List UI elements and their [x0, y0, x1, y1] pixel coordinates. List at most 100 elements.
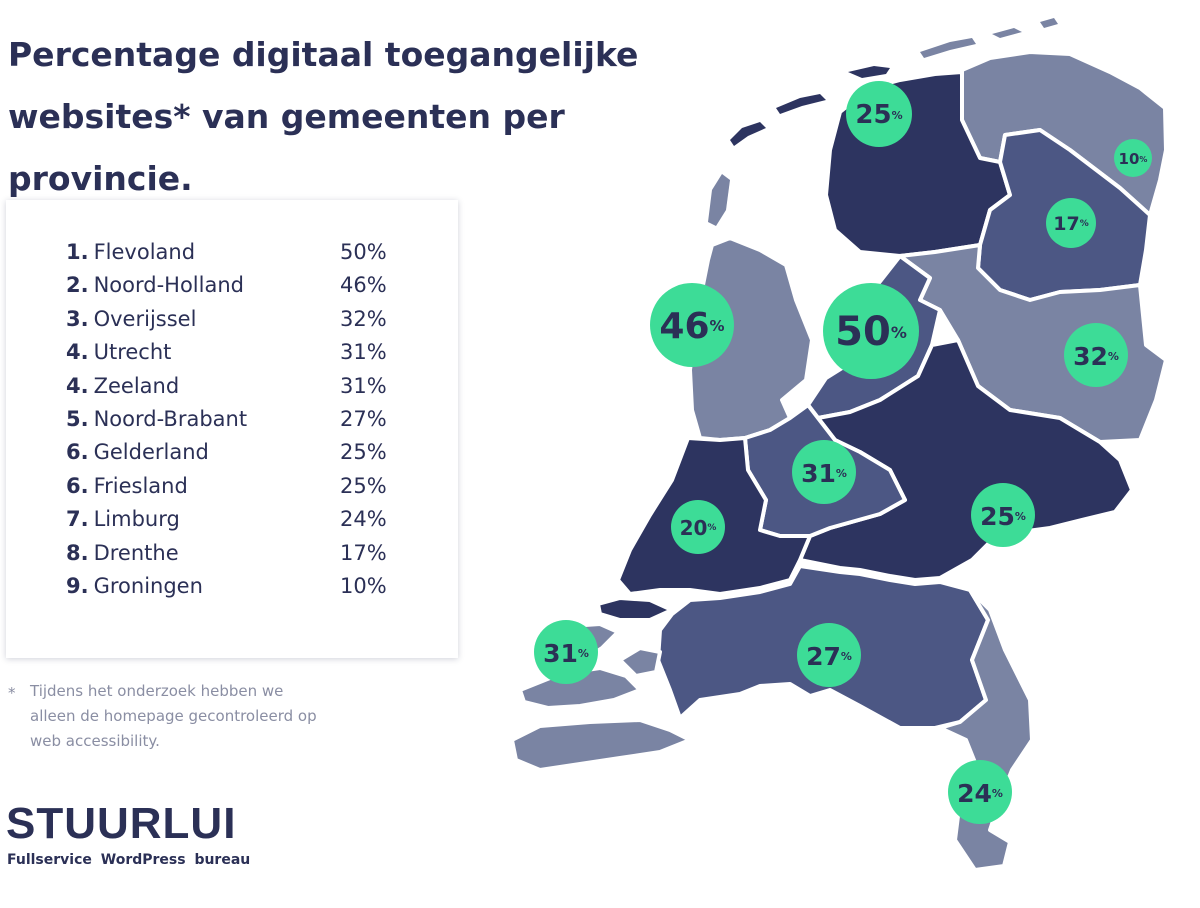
ranking-card: 1. Flevoland 50% 2. Noord-Holland 46% 3. Over… — [6, 200, 458, 658]
rank-number: 4. — [66, 340, 89, 365]
province-percentage: 31% — [340, 340, 387, 365]
ranking-row: 5. Noord-Brabant 27% — [66, 403, 426, 436]
rank-number: 1. — [66, 240, 89, 264]
map-label-flevoland: 50% — [823, 283, 919, 379]
svg-text:24%: 24% — [957, 779, 1003, 808]
map-unit: % — [1080, 219, 1089, 229]
province-zuid-holland-island — [596, 596, 674, 622]
ranking-row: 2. Noord-Holland 46% — [66, 269, 426, 302]
map-value: 25 — [855, 100, 891, 130]
svg-text:31%: 31% — [543, 639, 589, 668]
map-label-overijssel: 32% — [1064, 323, 1128, 387]
province-name: Limburg — [93, 507, 180, 532]
map-unit: % — [1015, 510, 1026, 523]
map-unit: % — [707, 523, 716, 533]
province-name: Groningen — [93, 573, 203, 598]
wadden-island-terschelling — [776, 94, 826, 114]
percentage-bubble — [534, 620, 598, 684]
svg-text:50%: 50% — [835, 309, 907, 355]
province-percentage: 46% — [340, 273, 387, 298]
map-value: 25 — [980, 502, 1015, 531]
page-title: Percentage digitaal toegangelijke websit… — [8, 35, 639, 198]
ranking-row: 4. Utrecht 31% — [66, 336, 426, 369]
rank-number: 7. — [66, 507, 89, 532]
map-unit: % — [891, 323, 907, 342]
wadden-island-rottumerplaat — [1040, 18, 1058, 28]
map-value: 32 — [1073, 342, 1108, 371]
footnote: * Tijdens het onderzoek hebben we alleen… — [8, 679, 328, 754]
netherlands-map: 25% 10% 17% 46% 50% 32% 31% 20% 25% 31% … — [510, 18, 1168, 872]
province-name: Noord-Brabant — [93, 406, 248, 431]
map-unit: % — [992, 787, 1003, 800]
percentage-bubble — [792, 440, 856, 504]
svg-text:27%: 27% — [806, 642, 852, 671]
province-percentage: 17% — [340, 540, 387, 565]
ranking-row: 4. Zeeland 31% — [66, 370, 426, 403]
ranking-row: 3. Overijssel 32% — [66, 303, 426, 336]
rank-number: 6. — [66, 440, 89, 465]
province-zeeland-flanders — [510, 718, 692, 772]
map-unit: % — [578, 647, 589, 660]
map-unit: % — [892, 109, 903, 122]
stuurlui-logo: STUURLUI — [6, 799, 237, 848]
svg-text:25%: 25% — [855, 100, 902, 130]
svg-text:10%: 10% — [1119, 150, 1148, 168]
map-label-limburg: 24% — [948, 760, 1012, 824]
province-name: Zeeland — [93, 373, 180, 398]
wadden-island-rottumeroog — [992, 28, 1022, 38]
province-percentage: 27% — [340, 406, 387, 431]
brand-tagline: Fullservice WordPress bureau — [7, 852, 251, 868]
svg-text:46%: 46% — [659, 306, 724, 347]
province-name: Noord-Holland — [93, 273, 244, 298]
map-label-noord-brabant: 27% — [797, 623, 861, 687]
percentage-bubble — [823, 283, 919, 379]
wadden-island-schiermonnikoog — [920, 38, 976, 58]
province-zeeland-tholen — [618, 646, 662, 678]
svg-text:32%: 32% — [1073, 342, 1119, 371]
province-percentage: 24% — [340, 507, 387, 532]
percentage-bubble — [846, 81, 912, 147]
map-label-noord-holland: 46% — [650, 283, 734, 367]
ranking-row: 9. Groningen 10% — [66, 570, 426, 603]
province-name: Drenthe — [93, 540, 179, 565]
map-label-zuid-holland: 20% — [671, 500, 725, 554]
percentage-bubble — [948, 760, 1012, 824]
map-value: 17 — [1053, 213, 1079, 235]
wadden-island-ameland — [848, 66, 890, 78]
map-value: 10 — [1119, 150, 1140, 168]
ranking-row: 7. Limburg 24% — [66, 503, 426, 536]
rank-number: 9. — [66, 573, 89, 598]
map-unit: % — [836, 467, 847, 480]
percentage-bubble — [1064, 323, 1128, 387]
wadden-island-texel — [708, 174, 730, 226]
map-unit: % — [1139, 155, 1147, 164]
map-unit: % — [710, 317, 725, 335]
percentage-bubble — [671, 500, 725, 554]
province-name: Friesland — [93, 473, 188, 498]
percentage-bubble — [797, 623, 861, 687]
province-percentage: 31% — [340, 373, 387, 398]
svg-text:20%: 20% — [680, 516, 717, 540]
svg-text:17%: 17% — [1053, 213, 1088, 235]
map-unit: % — [1108, 350, 1119, 363]
province-percentage: 50% — [340, 240, 387, 264]
footnote-text: Tijdens het onderzoek hebben we alleen d… — [30, 682, 317, 750]
province-percentage: 10% — [340, 573, 387, 598]
province-name: Gelderland — [93, 440, 209, 465]
map-value: 31 — [801, 459, 836, 488]
rank-number: 4. — [66, 373, 89, 398]
map-label-gelderland: 25% — [971, 483, 1035, 547]
map-unit: % — [841, 650, 852, 663]
percentage-bubble — [1114, 139, 1152, 177]
province-percentage: 25% — [340, 473, 387, 498]
map-value: 24 — [957, 779, 992, 808]
map-value: 50 — [835, 309, 891, 355]
ranking-row: 1. Flevoland 50% — [66, 236, 426, 269]
map-value: 27 — [806, 642, 841, 671]
province-overijssel — [898, 243, 1168, 444]
rank-number: 2. — [66, 273, 89, 298]
svg-text:31%: 31% — [801, 459, 847, 488]
map-label-groningen: 10% — [1114, 139, 1152, 177]
percentage-bubble — [971, 483, 1035, 547]
map-label-drenthe: 17% — [1046, 198, 1096, 248]
